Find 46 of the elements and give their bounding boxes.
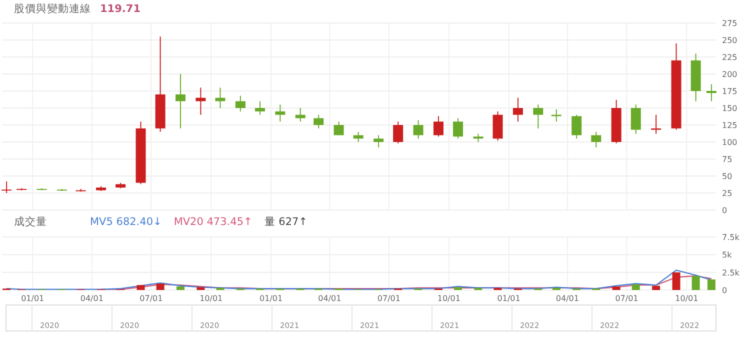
x-tick-label: 04/01 bbox=[80, 294, 104, 303]
bar bbox=[707, 279, 716, 290]
y-tick-label: 0 bbox=[722, 286, 728, 295]
x-tick-label: 10/01 bbox=[675, 294, 698, 303]
bar bbox=[454, 287, 462, 290]
chart-subtitle: 119.71 bbox=[100, 3, 141, 15]
bar bbox=[692, 276, 700, 290]
bar bbox=[632, 284, 640, 290]
x-tick-label: 04/01 bbox=[556, 294, 579, 303]
y-tick-label: 150 bbox=[722, 104, 738, 113]
x-tick-label: 07/01 bbox=[377, 294, 400, 303]
y-tick-label: 5k bbox=[722, 250, 732, 260]
y-tick-label: 250 bbox=[722, 36, 738, 45]
bar bbox=[156, 284, 164, 290]
y-tick-label: 100 bbox=[722, 138, 738, 147]
y-tick-label: 225 bbox=[722, 53, 738, 62]
x-tick-label: 04/01 bbox=[318, 294, 342, 303]
chart-title: 股價與變動連線 bbox=[14, 2, 91, 15]
text: MV5 682.40↓ bbox=[90, 216, 162, 228]
text: 量 627↑ bbox=[264, 216, 308, 228]
bar bbox=[672, 272, 680, 290]
y-tick-label: 7.5k bbox=[722, 233, 740, 242]
y-tick-label: 275 bbox=[722, 19, 738, 28]
line-series bbox=[6, 270, 712, 290]
bar bbox=[196, 287, 205, 290]
x-tick-label: 01/01 bbox=[260, 294, 283, 303]
text: MV20 473.45↑ bbox=[174, 216, 252, 228]
y-tick-label: 75 bbox=[722, 155, 732, 164]
y-tick-label: 25 bbox=[722, 189, 732, 198]
y-tick-label: 2.5k bbox=[722, 268, 740, 278]
x-tick-label: 10/01 bbox=[437, 294, 460, 303]
y-tick-label: 200 bbox=[722, 70, 738, 79]
x-tick-label: 07/01 bbox=[615, 294, 638, 303]
chart-title: 成交量 bbox=[14, 215, 47, 228]
y-tick-label: 50 bbox=[722, 172, 732, 181]
x-tick-label: 01/01 bbox=[21, 294, 44, 303]
bar bbox=[176, 286, 184, 290]
bar bbox=[652, 286, 660, 290]
y-tick-label: 0 bbox=[722, 206, 728, 215]
y-tick-label: 175 bbox=[722, 87, 738, 96]
x-tick-label: 07/01 bbox=[140, 294, 163, 303]
bar bbox=[136, 285, 145, 290]
x-tick-label: 10/01 bbox=[200, 294, 223, 303]
x-tick-label: 01/01 bbox=[497, 294, 520, 303]
y-tick-label: 125 bbox=[722, 121, 738, 130]
bar bbox=[612, 286, 620, 290]
